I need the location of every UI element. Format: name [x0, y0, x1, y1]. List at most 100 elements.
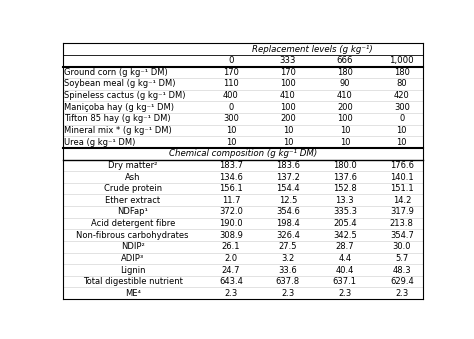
Text: NDIP²: NDIP²	[121, 242, 145, 251]
Text: 110: 110	[223, 79, 239, 88]
Text: 326.4: 326.4	[276, 231, 300, 240]
Text: 30.0: 30.0	[392, 242, 411, 251]
Text: 170: 170	[280, 68, 296, 77]
Text: 0: 0	[399, 114, 404, 123]
Text: 4.4: 4.4	[338, 254, 351, 263]
Text: 300: 300	[394, 103, 410, 112]
Text: 2.3: 2.3	[281, 289, 294, 298]
Text: 134.6: 134.6	[219, 173, 243, 181]
Text: 27.5: 27.5	[279, 242, 297, 251]
Text: Replacement levels (g kg⁻¹): Replacement levels (g kg⁻¹)	[252, 45, 373, 54]
Text: 400: 400	[223, 91, 239, 100]
Text: 200: 200	[280, 114, 296, 123]
Text: 180.0: 180.0	[333, 161, 357, 170]
Text: Acid detergent fibre: Acid detergent fibre	[91, 219, 175, 228]
Text: 100: 100	[280, 103, 296, 112]
Text: 3.2: 3.2	[281, 254, 294, 263]
Text: Non-fibrous carbohydrates: Non-fibrous carbohydrates	[76, 231, 189, 240]
Text: 643.4: 643.4	[219, 277, 243, 286]
Text: 10: 10	[397, 126, 407, 135]
Text: 335.3: 335.3	[333, 207, 357, 216]
Text: 137.2: 137.2	[276, 173, 300, 181]
Text: 10: 10	[226, 138, 236, 147]
Text: 151.1: 151.1	[390, 184, 414, 193]
Text: 629.4: 629.4	[390, 277, 414, 286]
Text: ME⁴: ME⁴	[125, 289, 141, 298]
Text: Lignin: Lignin	[120, 265, 146, 275]
Text: 152.8: 152.8	[333, 184, 357, 193]
Text: 24.7: 24.7	[222, 265, 240, 275]
Text: Tifton 85 hay (g kg⁻¹ DM): Tifton 85 hay (g kg⁻¹ DM)	[64, 114, 171, 123]
Text: 80: 80	[396, 79, 407, 88]
Text: 183.7: 183.7	[219, 161, 243, 170]
Text: 354.6: 354.6	[276, 207, 300, 216]
Text: 317.9: 317.9	[390, 207, 414, 216]
Text: 0: 0	[228, 56, 234, 65]
Text: 12.5: 12.5	[279, 196, 297, 205]
Text: Crude protein: Crude protein	[104, 184, 162, 193]
Text: 137.6: 137.6	[333, 173, 357, 181]
Text: 333: 333	[280, 56, 296, 65]
Text: 372.0: 372.0	[219, 207, 243, 216]
Text: 308.9: 308.9	[219, 231, 243, 240]
Text: 10: 10	[226, 126, 236, 135]
Text: 40.4: 40.4	[336, 265, 354, 275]
Text: Ground corn (g kg⁻¹ DM): Ground corn (g kg⁻¹ DM)	[64, 68, 168, 77]
Text: 11.7: 11.7	[222, 196, 240, 205]
Text: 33.6: 33.6	[279, 265, 297, 275]
Text: NDFap¹: NDFap¹	[117, 207, 148, 216]
Text: 10: 10	[339, 138, 350, 147]
Text: 205.4: 205.4	[333, 219, 356, 228]
Text: Ether extract: Ether extract	[105, 196, 160, 205]
Text: 0: 0	[228, 103, 234, 112]
Text: 2.0: 2.0	[224, 254, 237, 263]
Text: 14.2: 14.2	[392, 196, 411, 205]
Text: 342.5: 342.5	[333, 231, 357, 240]
Text: 180: 180	[337, 68, 353, 77]
Text: 666: 666	[337, 56, 353, 65]
Text: Urea (g kg⁻¹ DM): Urea (g kg⁻¹ DM)	[64, 138, 136, 147]
Text: 2.3: 2.3	[224, 289, 237, 298]
Text: 156.1: 156.1	[219, 184, 243, 193]
Text: 154.4: 154.4	[276, 184, 300, 193]
Text: 176.6: 176.6	[390, 161, 414, 170]
Text: 200: 200	[337, 103, 353, 112]
Text: 48.3: 48.3	[392, 265, 411, 275]
Text: 1,000: 1,000	[390, 56, 414, 65]
Text: 5.7: 5.7	[395, 254, 409, 263]
Text: 180: 180	[394, 68, 410, 77]
Text: 183.6: 183.6	[276, 161, 300, 170]
Text: 2.3: 2.3	[395, 289, 409, 298]
Text: 26.1: 26.1	[222, 242, 240, 251]
Text: 198.4: 198.4	[276, 219, 300, 228]
Text: 10: 10	[339, 126, 350, 135]
Text: 637.1: 637.1	[333, 277, 357, 286]
Text: 170: 170	[223, 68, 239, 77]
Text: Mineral mix * (g kg⁻¹ DM): Mineral mix * (g kg⁻¹ DM)	[64, 126, 172, 135]
Text: 100: 100	[280, 79, 296, 88]
Text: Total digestible nutrient: Total digestible nutrient	[83, 277, 182, 286]
Text: 13.3: 13.3	[336, 196, 354, 205]
Text: Dry matter²: Dry matter²	[108, 161, 157, 170]
Text: 140.1: 140.1	[390, 173, 414, 181]
Text: Ash: Ash	[125, 173, 140, 181]
Text: 90: 90	[339, 79, 350, 88]
Text: 354.7: 354.7	[390, 231, 414, 240]
Text: 100: 100	[337, 114, 353, 123]
Text: 10: 10	[397, 138, 407, 147]
Text: 10: 10	[283, 138, 293, 147]
Text: 190.0: 190.0	[219, 219, 243, 228]
Text: 213.8: 213.8	[390, 219, 414, 228]
Text: 410: 410	[337, 91, 353, 100]
Text: Soybean meal (g kg⁻¹ DM): Soybean meal (g kg⁻¹ DM)	[64, 79, 176, 88]
Text: 300: 300	[223, 114, 239, 123]
Text: 420: 420	[394, 91, 410, 100]
Text: Maniçoba hay (g kg⁻¹ DM): Maniçoba hay (g kg⁻¹ DM)	[64, 103, 174, 112]
Text: 28.7: 28.7	[336, 242, 354, 251]
Text: 637.8: 637.8	[276, 277, 300, 286]
Text: 10: 10	[283, 126, 293, 135]
Text: 410: 410	[280, 91, 296, 100]
Text: Chemical composition (g kg⁻¹ DM): Chemical composition (g kg⁻¹ DM)	[169, 149, 317, 158]
Text: 2.3: 2.3	[338, 289, 352, 298]
Text: ADIP³: ADIP³	[121, 254, 145, 263]
